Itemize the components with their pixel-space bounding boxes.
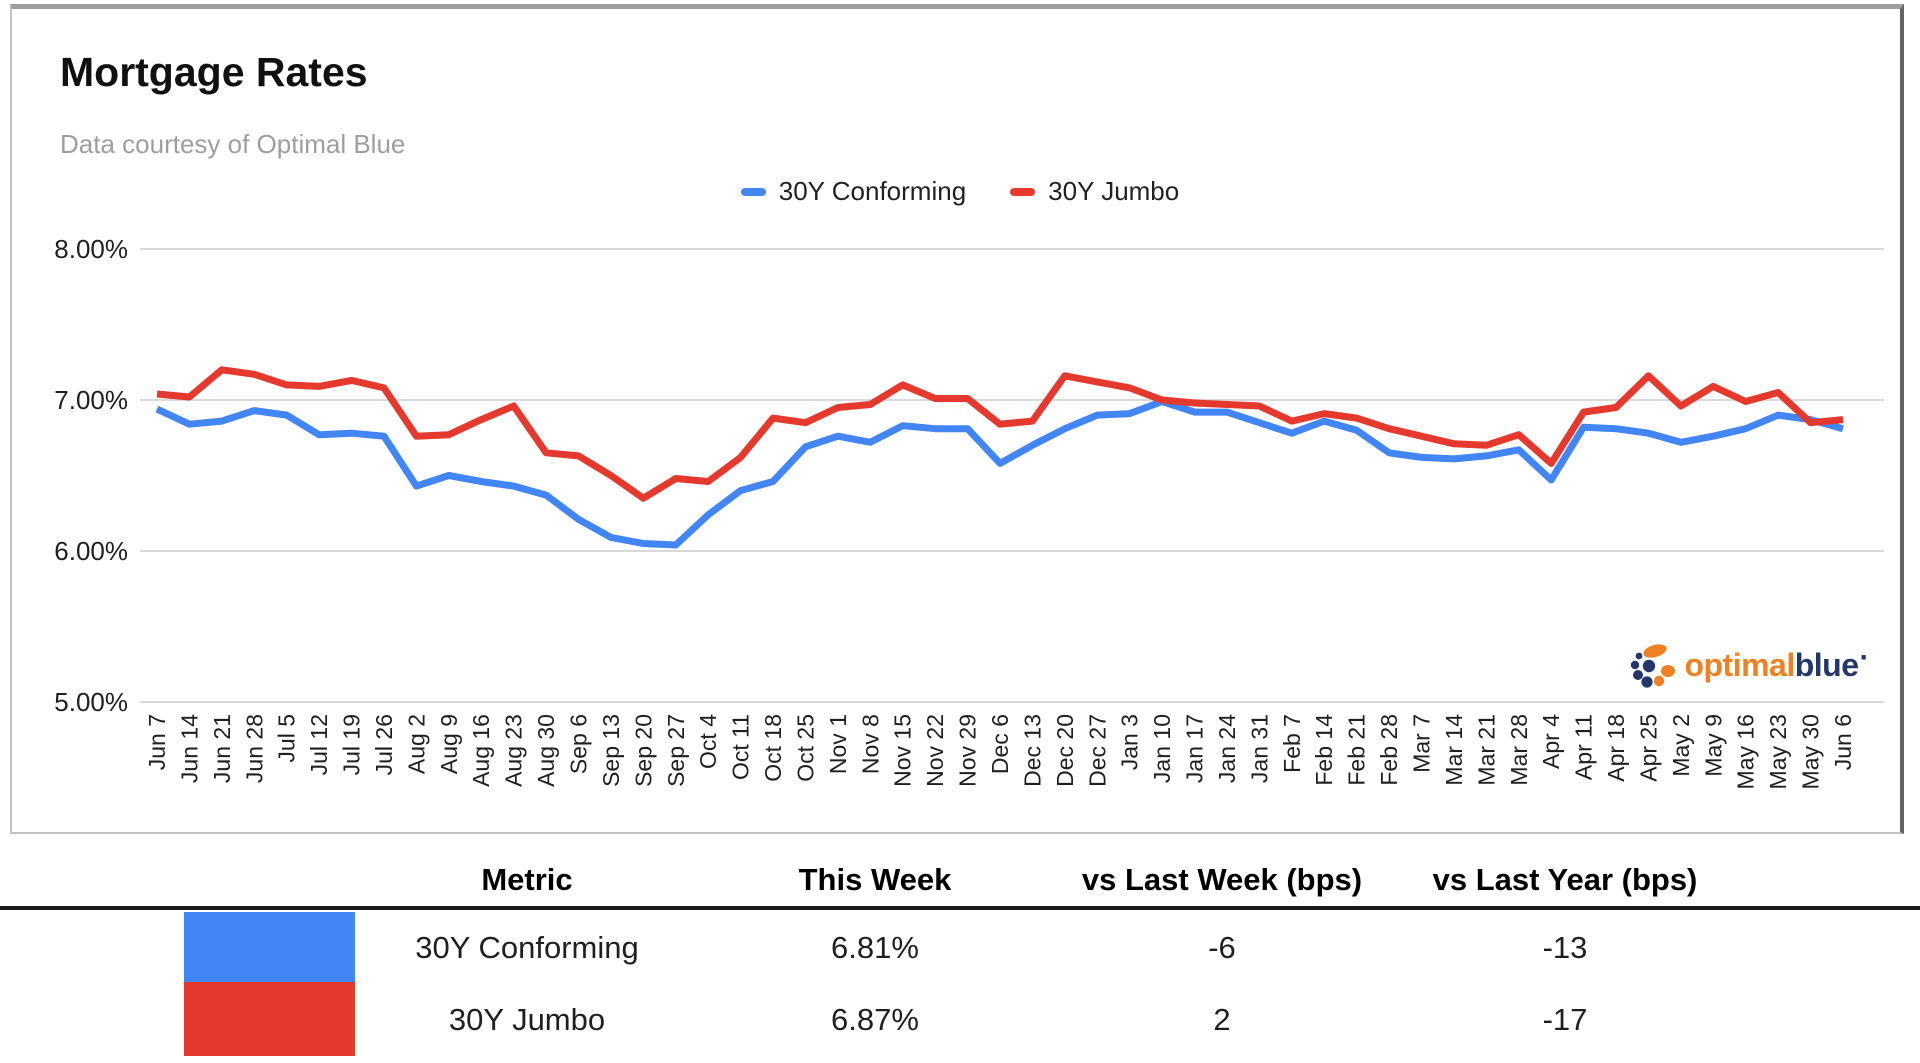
x-tick-label: Jul 12 xyxy=(306,714,332,775)
x-tick-label: May 9 xyxy=(1700,714,1726,777)
col-header-this-week: This Week xyxy=(798,862,952,897)
optimal-blue-pinwheel-icon xyxy=(1631,644,1676,688)
x-tick-label: Apr 25 xyxy=(1635,714,1661,782)
legend-label-jumbo: 30Y Jumbo xyxy=(1048,176,1180,206)
x-tick-label: Oct 11 xyxy=(728,714,754,780)
x-tick-label: Sep 6 xyxy=(566,714,592,774)
col-header-vs-last-week: vs Last Week (bps) xyxy=(1081,862,1363,897)
x-tick-label: May 23 xyxy=(1765,714,1791,789)
row-conforming-vs-last-week: -6 xyxy=(1208,930,1236,965)
y-tick-label: 8.00% xyxy=(54,234,128,264)
x-tick-label: Jul 19 xyxy=(339,714,365,775)
page-title: Mortgage Rates xyxy=(60,49,368,95)
x-tick-label: Mar 21 xyxy=(1473,714,1499,786)
row-conforming-metric: 30Y Conforming xyxy=(415,930,639,965)
x-tick-label: Feb 21 xyxy=(1344,714,1370,786)
x-tick-label: Sep 27 xyxy=(663,714,689,787)
col-header-vs-last-year: vs Last Year (bps) xyxy=(1432,862,1698,897)
logo-trademark-dot: · xyxy=(1859,641,1870,674)
x-tick-label: Jan 10 xyxy=(1149,714,1175,783)
x-tick-label: Jun 21 xyxy=(209,714,235,783)
x-tick-label: Dec 27 xyxy=(1084,714,1110,787)
x-tick-label: Aug 30 xyxy=(533,714,559,787)
x-tick-label: Mar 14 xyxy=(1441,714,1467,786)
x-tick-label: Apr 4 xyxy=(1538,714,1564,769)
x-tick-label: Feb 28 xyxy=(1376,714,1402,786)
x-tick-label: May 30 xyxy=(1798,714,1824,789)
jumbo-line-swatch xyxy=(1010,187,1036,196)
x-tick-label: May 16 xyxy=(1733,714,1759,789)
x-tick-label: Aug 9 xyxy=(436,714,462,774)
col-header-metric: Metric xyxy=(481,862,573,897)
x-tick-label: Nov 1 xyxy=(825,714,851,774)
legend-label-conforming: 30Y Conforming xyxy=(778,176,967,206)
summary-table: Metric This Week vs Last Week (bps) vs L… xyxy=(0,838,1920,1063)
x-tick-label: Aug 2 xyxy=(403,714,429,774)
mortgage-rates-line-chart: 8.00%7.00%6.00%5.00%Jun 7 Jun 14 Jun 21 Jun… xyxy=(54,234,1884,789)
x-tick-label: Feb 7 xyxy=(1279,714,1305,773)
x-tick-label: Sep 13 xyxy=(598,714,624,787)
x-tick-label: Nov 15 xyxy=(890,714,916,787)
x-tick-label: Nov 8 xyxy=(857,714,883,774)
conforming-line-swatch xyxy=(740,187,766,196)
x-tick-label: Feb 14 xyxy=(1311,714,1337,786)
conforming-color-swatch xyxy=(184,912,355,982)
row-conforming-vs-last-year: -13 xyxy=(1542,930,1588,965)
x-tick-label: Jan 31 xyxy=(1246,714,1272,783)
x-tick-label: Oct 25 xyxy=(792,714,818,782)
x-tick-label: Jul 5 xyxy=(274,714,300,763)
x-tick-label: Jun 6 xyxy=(1830,714,1856,770)
x-tick-label: Nov 22 xyxy=(922,714,948,787)
x-tick-label: Jan 17 xyxy=(1182,714,1208,783)
x-tick-label: Mar 7 xyxy=(1409,714,1435,773)
jumbo-color-swatch xyxy=(184,982,355,1056)
y-tick-label: 7.00% xyxy=(54,385,128,415)
series-line-30y-conforming xyxy=(155,398,1844,549)
x-tick-label: Aug 16 xyxy=(468,714,494,787)
x-tick-label: Jun 7 xyxy=(144,714,170,770)
x-tick-label: Dec 6 xyxy=(987,714,1013,774)
row-jumbo-vs-last-week: 2 xyxy=(1213,1002,1231,1037)
row-conforming-this-week: 6.81% xyxy=(831,930,919,965)
chart-subtitle: Data courtesy of Optimal Blue xyxy=(60,129,406,159)
x-tick-label: Jul 26 xyxy=(371,714,397,775)
x-tick-label: May 2 xyxy=(1668,714,1694,777)
x-tick-label: Oct 4 xyxy=(695,714,721,769)
x-tick-label: Dec 13 xyxy=(1019,714,1045,787)
chart-card: Mortgage Rates Data courtesy of Optimal … xyxy=(10,4,1904,834)
logo-word-optimal: optimal xyxy=(1684,647,1795,683)
logo-word-blue: blue xyxy=(1794,647,1859,683)
x-tick-label: Oct 18 xyxy=(760,714,786,782)
series-line-30y-jumbo xyxy=(156,366,1844,502)
x-tick-label: Aug 23 xyxy=(501,714,527,787)
legend-item-jumbo: 30Y Jumbo xyxy=(1010,176,1179,207)
x-tick-label: Jan 24 xyxy=(1214,714,1240,783)
optimal-blue-wordmark: optimalblue· xyxy=(1684,641,1869,684)
x-tick-label: Nov 29 xyxy=(955,714,981,787)
row-jumbo-metric: 30Y Jumbo xyxy=(448,1002,606,1037)
row-jumbo-vs-last-year: -17 xyxy=(1542,1002,1588,1037)
x-tick-label: Dec 20 xyxy=(1052,714,1078,787)
x-tick-label: Jan 3 xyxy=(1117,714,1143,770)
x-tick-label: Jun 28 xyxy=(241,714,267,783)
x-tick-label: Apr 18 xyxy=(1603,714,1629,782)
table-header-divider xyxy=(0,906,1920,910)
x-tick-label: Apr 11 xyxy=(1571,714,1597,780)
y-tick-label: 5.00% xyxy=(54,687,128,717)
legend-item-conforming: 30Y Conforming xyxy=(740,176,967,207)
y-tick-label: 6.00% xyxy=(54,536,128,566)
x-tick-label: Sep 20 xyxy=(630,714,656,787)
optimal-blue-logo: optimalblue· xyxy=(1629,641,1869,689)
row-jumbo-this-week: 6.87% xyxy=(831,1002,919,1037)
x-tick-label: Jun 14 xyxy=(176,714,202,783)
chart-legend: 30Y Conforming 30Y Jumbo xyxy=(0,176,1920,207)
x-tick-label: Mar 28 xyxy=(1506,714,1532,786)
